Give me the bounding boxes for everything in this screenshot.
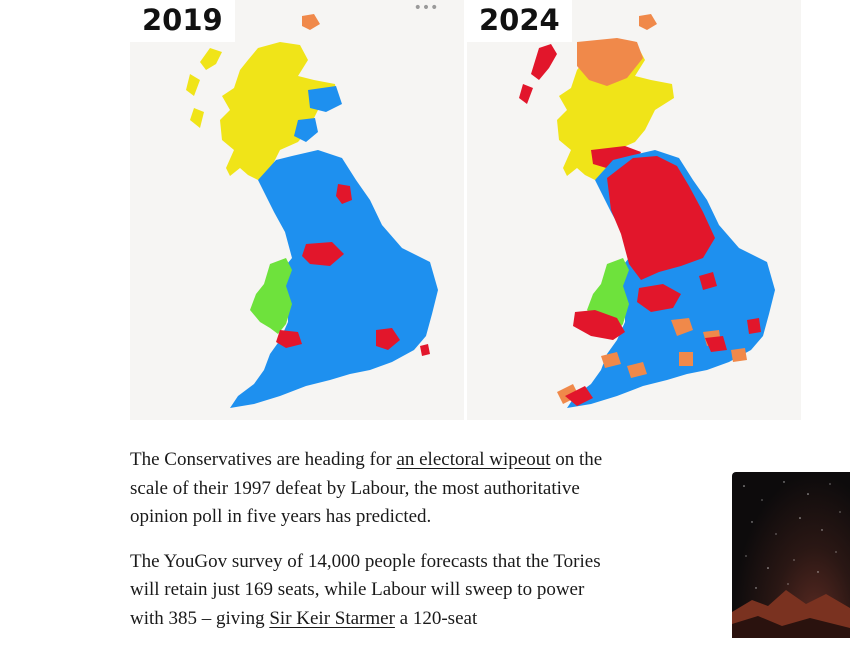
map-2024-england-north-labour [607, 156, 715, 280]
map-2024-southwest-libdem [557, 352, 647, 404]
paragraph-1-text-end: on the scale of their 1997 defeat by Lab… [130, 449, 603, 527]
map-2019-urban-south [276, 328, 430, 356]
article-paragraph-1: The Conservatives are heading for an ele… [130, 446, 620, 532]
more-options-icon[interactable]: ••• [413, 0, 439, 16]
map-2024-year-label: 2024 [467, 0, 572, 42]
map-2019 [186, 14, 438, 408]
map-2019-scotland-isles [186, 48, 222, 128]
article-paragraph-2: The YouGov survey of 14,000 people forec… [130, 548, 620, 634]
map-2019-year-label: 2019 [130, 0, 235, 42]
night-sky-image [732, 481, 850, 638]
map-2024-southwest-labour [565, 386, 593, 406]
related-video-thumbnail[interactable] [732, 472, 850, 638]
paragraph-2-text-start: The YouGov survey of 14,000 people forec… [130, 550, 601, 629]
map-2019-urban-north [302, 184, 352, 266]
paragraph-2-text-end: a 120-seat [394, 607, 478, 629]
article-body: The Conservatives are heading for an ele… [130, 446, 620, 649]
map-2024-midlands-labour [637, 272, 717, 312]
keir-starmer-link[interactable]: Sir Keir Starmer [269, 607, 395, 629]
map-2024-scotland-highlands [577, 38, 643, 86]
map-2024-panel: 2024 [467, 0, 801, 420]
paragraph-1-text-start: The Conservatives are heading for [130, 449, 397, 470]
electoral-wipeout-link[interactable]: an electoral wipeout [396, 449, 551, 470]
map-2024-south-wales-labour [573, 310, 625, 340]
map-2019-england [230, 150, 438, 408]
map-2019-panel: 2019 [130, 0, 464, 420]
map-2024-london-labour [705, 318, 761, 352]
map-2024 [519, 14, 775, 408]
map-2024-northern-isles [639, 14, 657, 30]
map-2019-scotland [220, 42, 337, 180]
map-2024-scotland-west-isles [519, 44, 557, 104]
map-2019-wales [250, 258, 292, 334]
map-2019-northern-isles [302, 14, 320, 30]
map-2019-scotland-east [294, 86, 342, 142]
